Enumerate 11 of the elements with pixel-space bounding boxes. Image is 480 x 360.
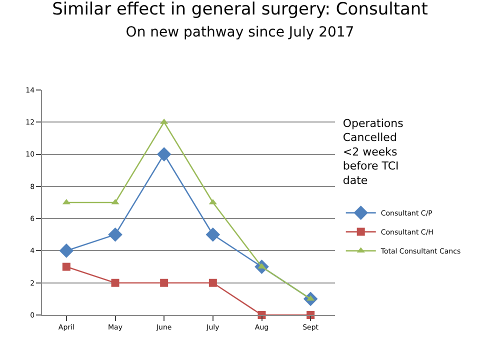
chart-subtitle: On new pathway since July 2017 [126, 24, 354, 40]
point [59, 244, 74, 258]
point [62, 262, 70, 271]
point [160, 278, 168, 287]
point [208, 278, 217, 287]
legend-title: Operations Cancelled <2 weeks before TCI date [342, 116, 404, 187]
point [108, 227, 122, 242]
point [206, 227, 220, 242]
point [111, 278, 120, 287]
point [156, 147, 172, 162]
chart-title: Similar effect in general surgery: Consultant [52, 0, 428, 20]
